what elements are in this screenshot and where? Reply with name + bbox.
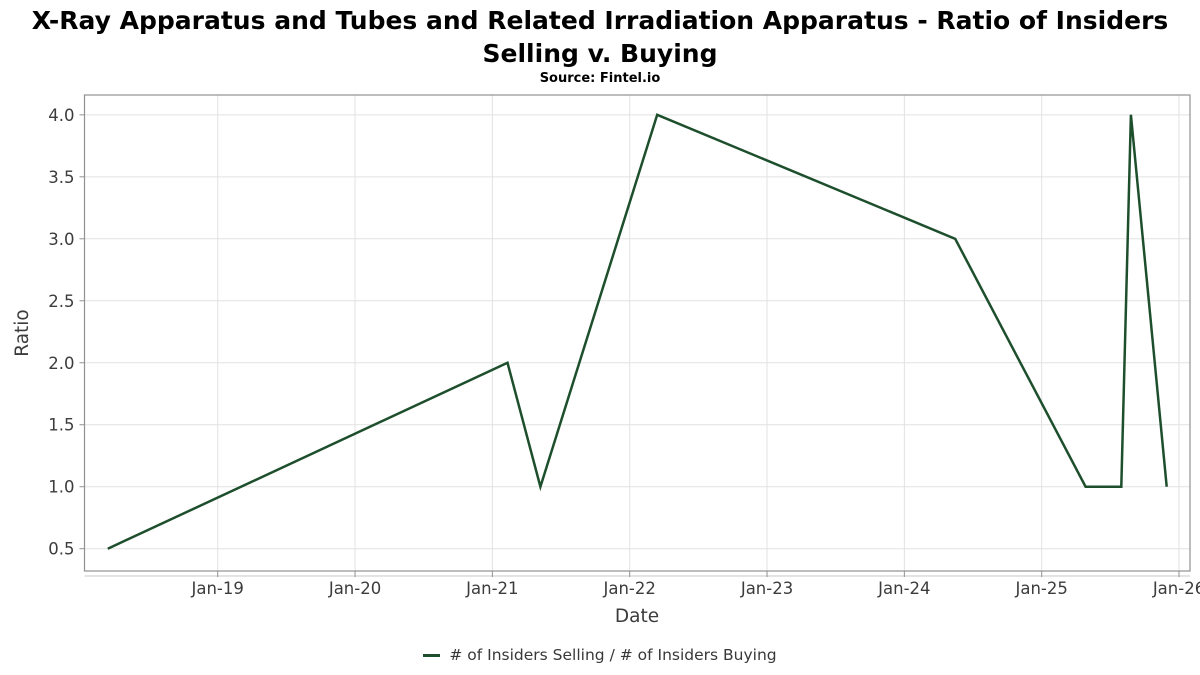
y-tick-label: 1.0 [48,478,74,497]
y-tick-label: 3.0 [48,230,74,249]
y-tick-label: 4.0 [48,106,74,125]
x-tick-label: Jan-24 [877,579,930,598]
chart-source: Source: Fintel.io [539,71,661,86]
x-tick-label: Jan-21 [465,579,518,598]
legend-line-swatch [423,653,441,657]
y-tick-label: 2.0 [48,354,74,373]
x-axis-title: Date [614,606,660,627]
y-tick-label: 2.5 [48,292,74,311]
y-tick-label: 0.5 [48,540,74,559]
legend-label: # of Insiders Selling / # of Insiders Bu… [449,646,777,664]
y-axis-title: Ratio [12,309,33,357]
x-tick-label: Jan-19 [191,579,244,598]
chart-title: X-Ray Apparatus and Tubes and Related Ir… [31,6,1169,68]
x-tick-label: Jan-22 [603,579,656,598]
series-line [107,113,1168,550]
x-tick-label: Jan-26 [1152,579,1200,598]
y-tick-label: 3.5 [48,168,74,187]
x-tick-label: Jan-20 [328,579,381,598]
legend: # of Insiders Selling / # of Insiders Bu… [0,646,1200,664]
y-tick-label: 1.5 [48,416,74,435]
x-tick-label: Jan-25 [1014,579,1067,598]
plot-border [83,94,1191,572]
x-tick-label: Jan-23 [740,579,793,598]
